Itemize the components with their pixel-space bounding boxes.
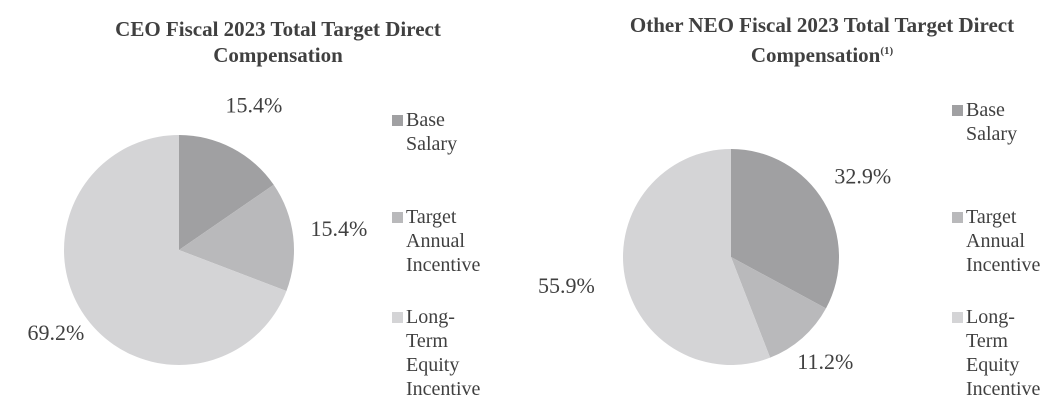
legend-swatch	[952, 312, 963, 323]
legend-item: Target Annual Incentive	[392, 205, 492, 277]
legend-label: Long-Term Equity Incentive	[966, 306, 1041, 400]
title-note: (1)	[880, 45, 894, 57]
legend-item: Target Annual Incentive	[952, 205, 1052, 277]
legend-label: Base Salary	[966, 99, 1018, 145]
chart-title: CEO Fiscal 2023 Total Target Direct Comp…	[48, 16, 508, 68]
legend-swatch	[392, 312, 403, 323]
legend-item: Long-Term Equity Incentive	[392, 305, 492, 401]
legend-item: Long-Term Equity Incentive	[952, 305, 1052, 401]
pie-slice	[179, 184, 294, 291]
legend-item: Base Salary	[392, 108, 492, 156]
legend-label: Target Annual Incentive	[966, 206, 1041, 276]
pie-slice	[731, 257, 826, 358]
data-label: 15.4%	[225, 93, 282, 118]
title-text: Other NEO Fiscal 2023 Total Target Direc…	[629, 13, 1015, 67]
legend-label: Base Salary	[406, 109, 458, 155]
legend-item: Base Salary	[952, 98, 1052, 146]
legend-swatch	[392, 115, 403, 126]
legend-swatch	[952, 105, 963, 116]
legend-swatch	[392, 212, 403, 223]
data-label: 55.9%	[538, 273, 595, 298]
pie-slice	[179, 135, 274, 250]
data-label: 15.4%	[310, 216, 367, 241]
legend-label: Target Annual Incentive	[406, 206, 481, 276]
legend-label: Long-Term Equity Incentive	[406, 306, 481, 400]
data-label: 32.9%	[834, 164, 891, 189]
pie-slice	[731, 149, 840, 309]
legend-swatch	[952, 212, 963, 223]
pie-slice	[63, 135, 287, 365]
pie-slice	[622, 149, 771, 365]
data-label: 11.2%	[797, 349, 853, 374]
chart-title: Other NEO Fiscal 2023 Total Target Direc…	[612, 12, 1032, 68]
title-text: CEO Fiscal 2023 Total Target Direct Comp…	[115, 17, 441, 67]
data-label: 69.2%	[27, 320, 84, 345]
